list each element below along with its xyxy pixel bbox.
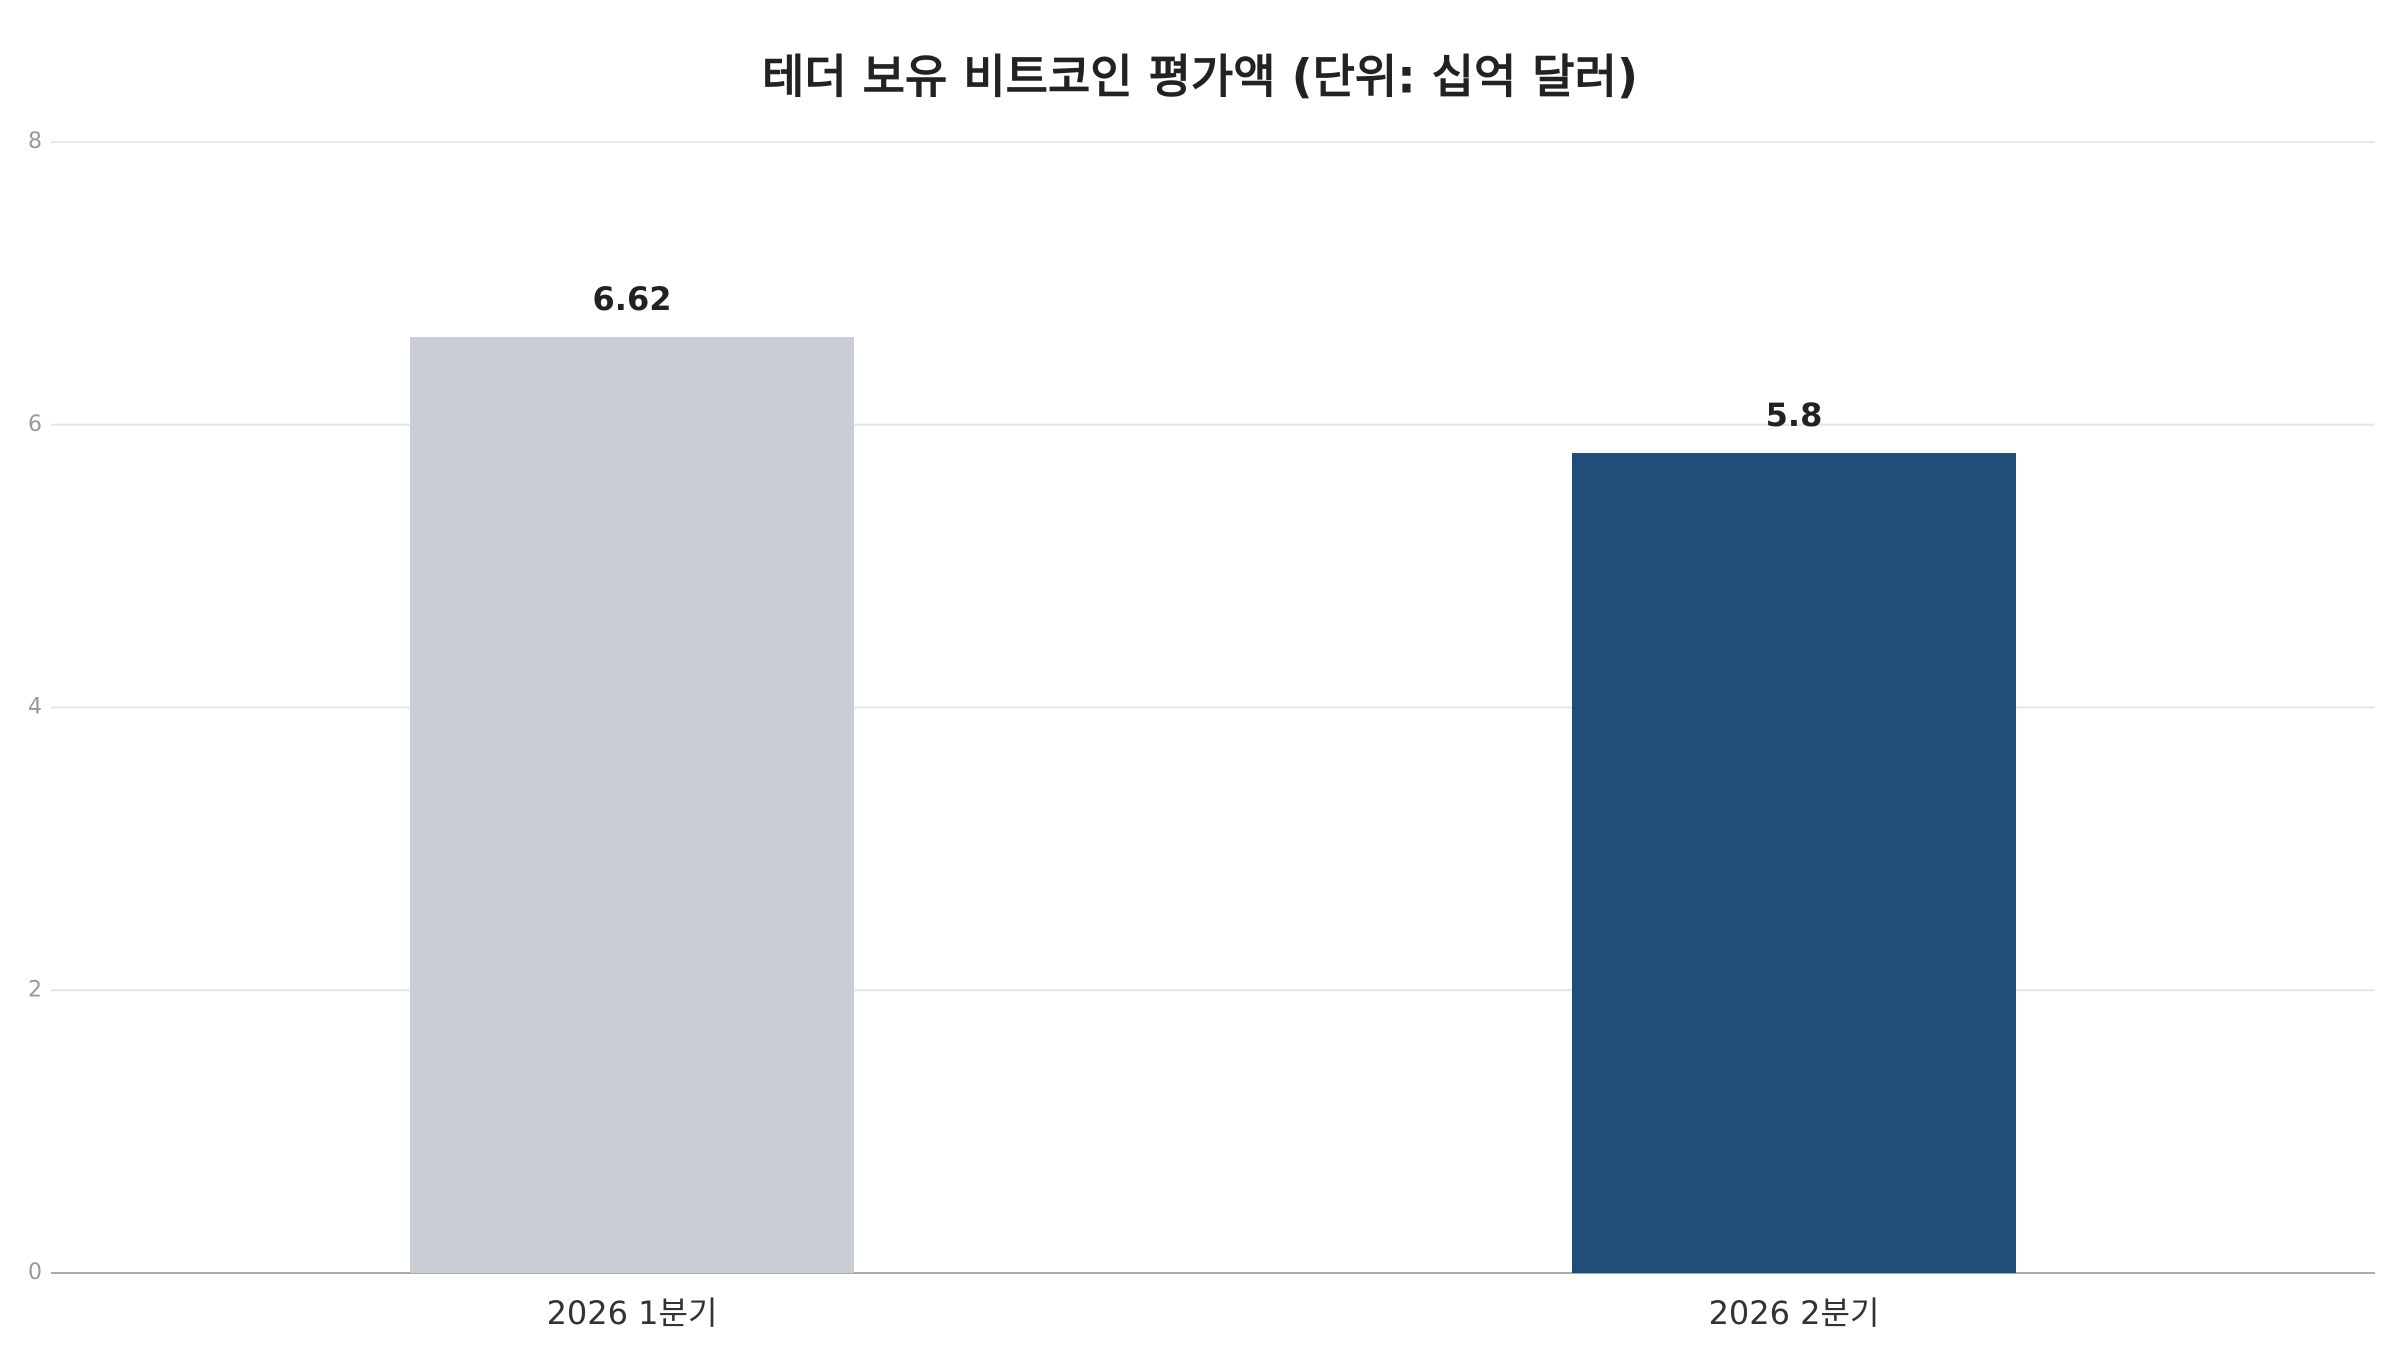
y-tick-label: 4 <box>28 695 42 720</box>
y-tick-label: 8 <box>28 129 42 154</box>
value-label: 5.8 <box>1766 396 1823 434</box>
x-tick-label: 2026 1분기 <box>547 1294 718 1332</box>
bar <box>1572 453 2016 1273</box>
y-tick-label: 6 <box>28 412 42 437</box>
chart-title: 테더 보유 비트코인 평가액 (단위: 십억 달러) <box>762 50 1638 104</box>
value-label: 6.62 <box>593 280 672 318</box>
x-tick-label: 2026 2분기 <box>1709 1294 1880 1332</box>
bar <box>410 337 854 1273</box>
y-tick-label: 2 <box>28 977 42 1002</box>
y-tick-label: 0 <box>28 1260 42 1285</box>
